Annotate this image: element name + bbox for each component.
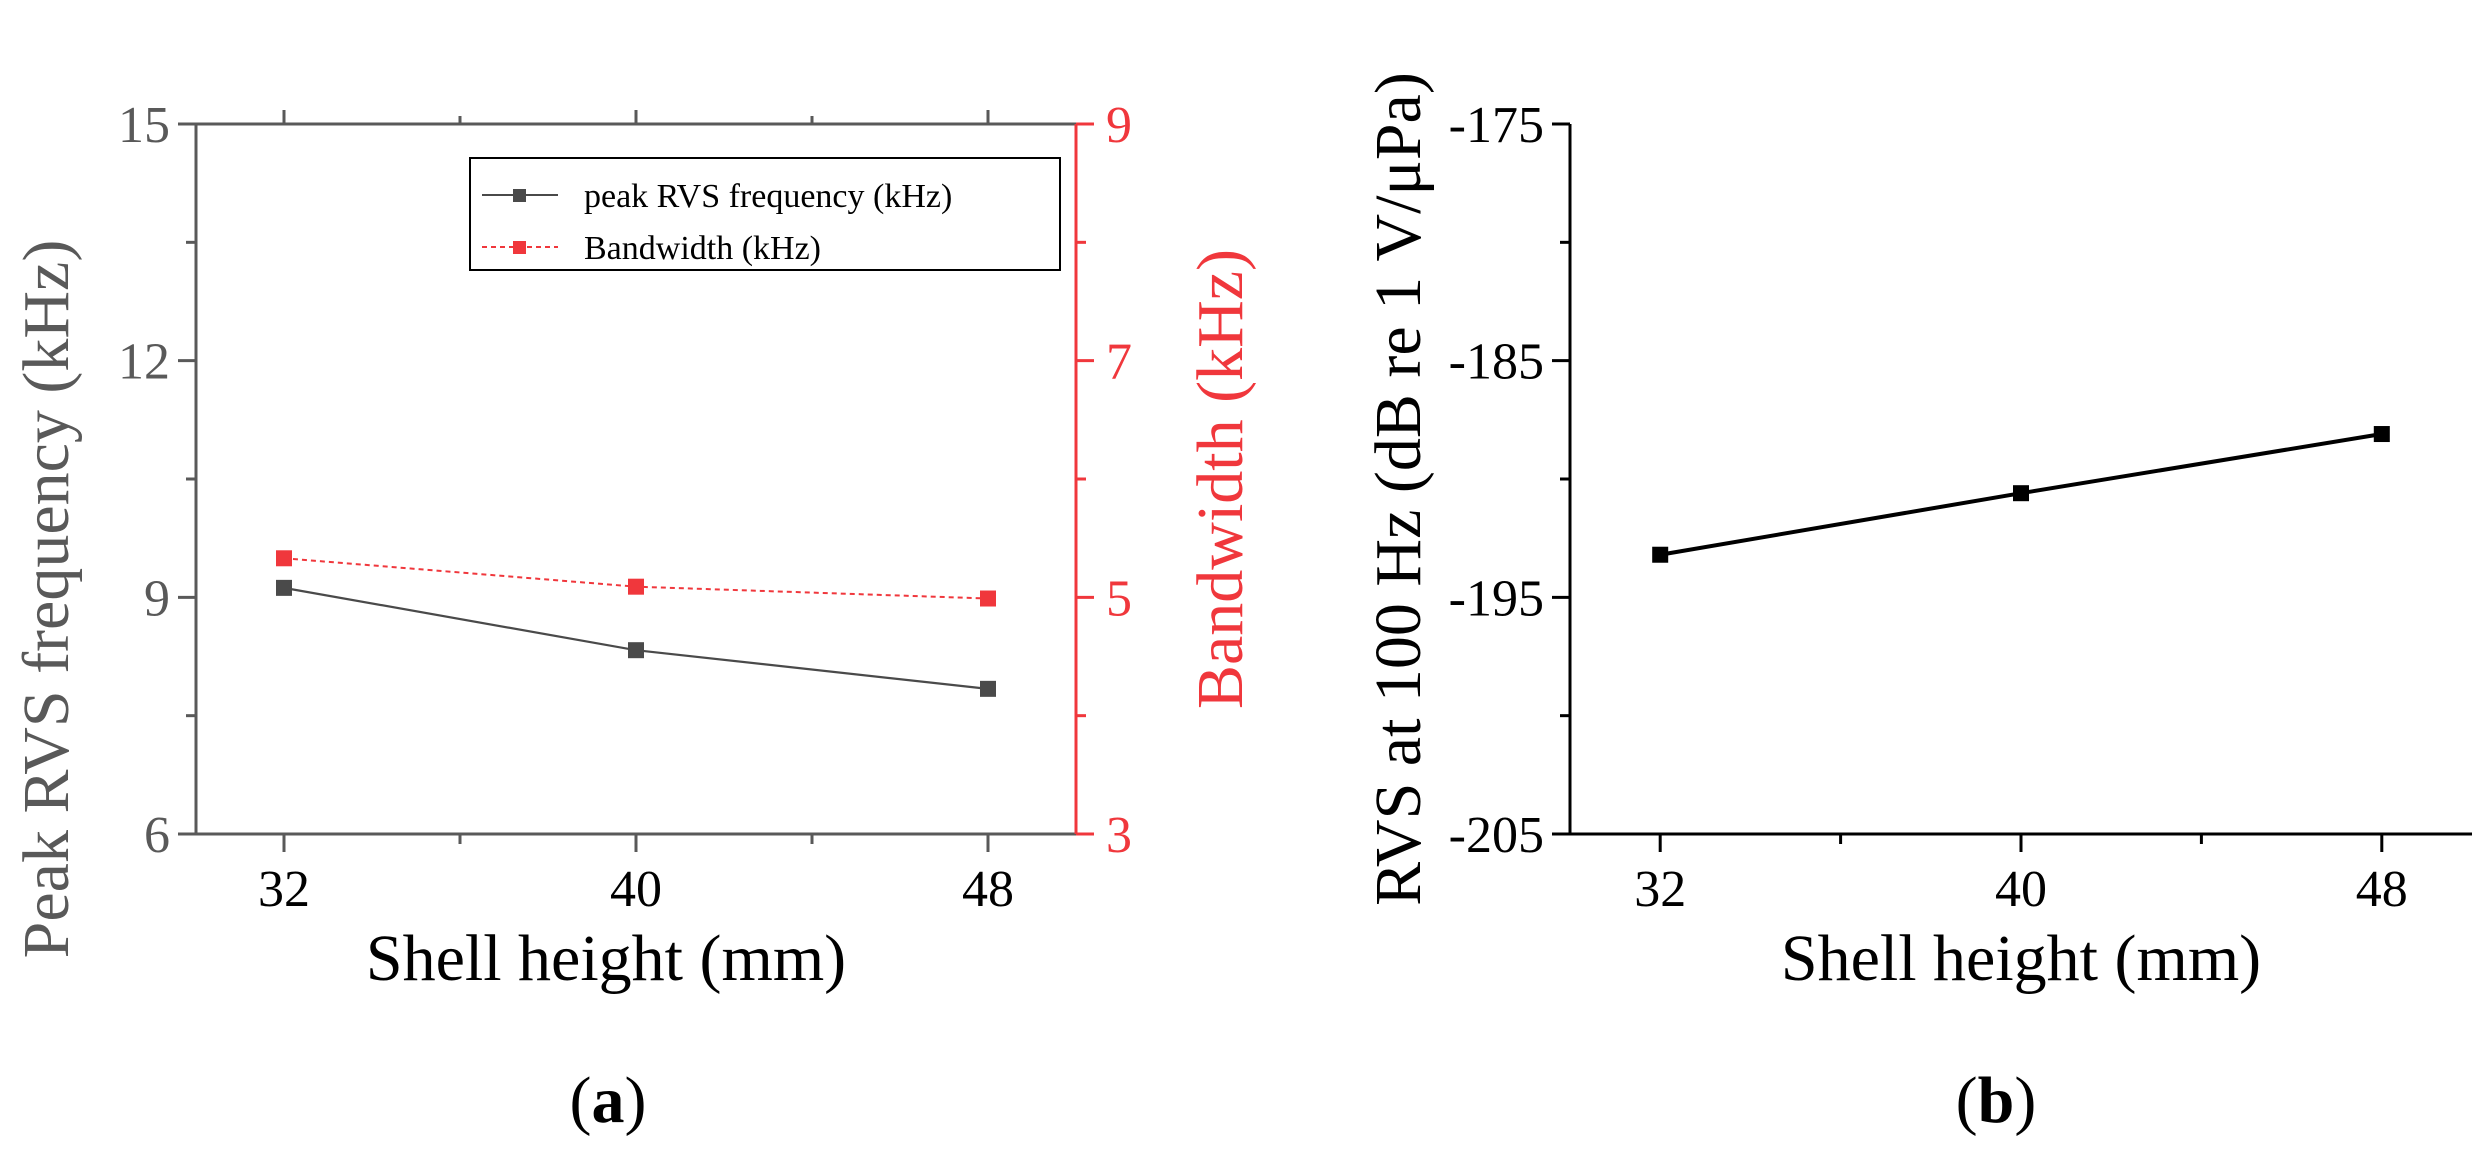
y-tick-label: 15 (118, 97, 170, 154)
x-axis-title: Shell height (mm) (1781, 922, 2261, 995)
panel-a-label: (a) (570, 1064, 647, 1137)
peak-rvs-frequency-marker (628, 642, 644, 659)
y-tick-label: 6 (144, 807, 170, 864)
y-tick-label: -195 (1449, 570, 1544, 627)
legend: peak RVS frequency (kHz) Bandwidth (kHz) (469, 157, 1061, 271)
y-axis-title: Peak RVS frequency (kHz) (10, 240, 83, 959)
y-axis-title: RVS at 100 Hz (dB re 1 V/μPa) (1362, 72, 1435, 906)
rvs-marker (1652, 546, 1669, 563)
panel-a-chart: 32 40 48 6 9 12 15 3 5 7 9 Shell height (mm) Peak RV… (10, 97, 1257, 995)
y2-tick-label: 7 (1106, 334, 1132, 391)
panel-b-label: (b) (1956, 1064, 2037, 1137)
y2-tick-label: 5 (1106, 570, 1132, 627)
x-axis-title: Shell height (mm) (366, 922, 846, 995)
panel-a-label-letter: a (592, 1064, 625, 1137)
y-tick-label: 9 (144, 570, 170, 627)
legend-marker-swatch (513, 241, 526, 254)
y-tick-label: 12 (118, 334, 170, 391)
rvs-marker (2373, 426, 2390, 443)
rvs-marker (2013, 485, 2029, 502)
legend-entry-label: peak RVS frequency (kHz) (584, 178, 952, 215)
y-tick-label: -185 (1449, 334, 1544, 391)
y-tick-label: -175 (1449, 97, 1544, 154)
x-tick-label: 32 (1634, 861, 1686, 918)
x-tick-label: 40 (1995, 861, 2047, 918)
legend-box (469, 157, 1061, 271)
y-tick-label: -205 (1449, 807, 1544, 864)
bandwidth-marker (980, 590, 996, 607)
x-tick-label: 48 (2356, 861, 2408, 918)
panel-b-label-letter: b (1978, 1064, 2015, 1137)
peak-rvs-frequency-marker (980, 680, 996, 697)
peak-rvs-frequency-marker (276, 579, 292, 596)
legend-entry-label: Bandwidth (kHz) (584, 230, 821, 267)
bandwidth-marker (276, 550, 292, 567)
x-tick-label: 40 (610, 861, 662, 918)
peak-rvs-frequency-line (283, 586, 989, 690)
y2-tick-label: 3 (1106, 807, 1132, 864)
panel-b-chart: 32 40 48 -205 -195 -185 -175 Shell height (mm) R… (1362, 72, 2472, 995)
bandwidth-marker (628, 578, 644, 595)
y2-axis-title: Bandwidth (kHz) (1184, 249, 1257, 709)
y2-tick-label: 9 (1106, 97, 1132, 154)
x-tick-label: 32 (258, 861, 310, 918)
legend-marker-swatch (513, 189, 526, 202)
x-tick-label: 48 (962, 861, 1014, 918)
